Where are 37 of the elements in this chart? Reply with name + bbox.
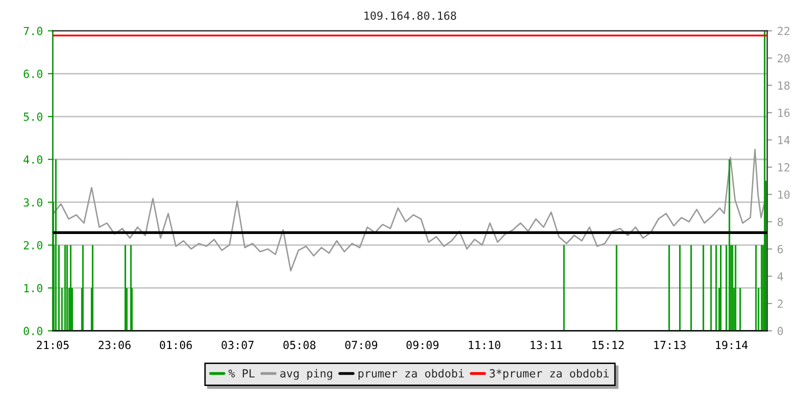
y2-tick-label: 18 [778, 81, 790, 90]
y2-tick-label: 0 [778, 326, 783, 336]
y2-tick-label: 6 [778, 244, 783, 254]
y-tick-label: 5.0 [24, 112, 42, 121]
x-tick-label: 07:09 [345, 340, 378, 350]
y-tick-label: 0.0 [24, 326, 42, 336]
y-tick-label: 4.0 [24, 155, 42, 164]
x-tick-label: 11:10 [468, 340, 500, 350]
legend-label: % PL [228, 369, 255, 378]
legend-label: 3*prumer za obdobi [490, 368, 609, 380]
x-tick-label: 09:09 [406, 340, 438, 350]
y-tick-label: 1.0 [24, 284, 42, 292]
x-tick-label: 17:13 [654, 340, 686, 350]
y2-tick-label: 4 [777, 272, 784, 281]
chart-title: 109.164.80.168 [364, 11, 456, 20]
y-tick-label: 2.0 [24, 241, 42, 250]
y2-tick-label: 12 [778, 163, 790, 172]
x-tick-label: 05:08 [283, 340, 316, 350]
y2-tick-label: 8 [778, 218, 783, 226]
y-tick-label: 6.0 [24, 70, 42, 78]
x-tick-label: 23:06 [98, 340, 131, 350]
x-tick-label: 19:14 [716, 340, 748, 350]
x-tick-label: 13:11 [530, 340, 562, 350]
x-tick-label: 01:06 [160, 340, 192, 350]
x-tick-label: 21:05 [36, 340, 69, 350]
y2-tick-label: 14 [778, 136, 790, 144]
y2-tick-label: 2 [778, 300, 783, 308]
legend-label: avg ping [280, 368, 332, 380]
y2-tick-label: 20 [778, 54, 790, 62]
y2-tick-label: 22 [778, 26, 790, 36]
y2-tick-label: 16 [778, 108, 790, 118]
x-tick-label: 15:12 [592, 340, 624, 350]
legend-label: prumer za obdobi [358, 368, 464, 380]
y-tick-label: 7.0 [24, 26, 42, 36]
y-tick-label: 3.0 [24, 198, 42, 207]
x-tick-label: 03:07 [222, 340, 254, 350]
y2-tick-label: 10 [778, 190, 790, 199]
